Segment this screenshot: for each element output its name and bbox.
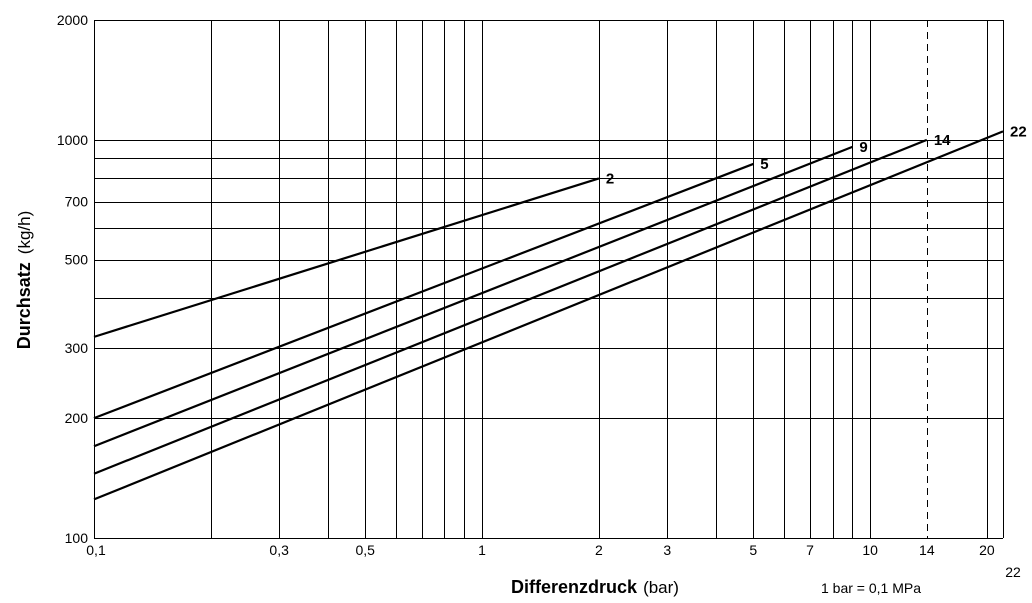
x-tick-label: 20 (979, 542, 995, 558)
series-label-22: 22 (1010, 123, 1027, 140)
grid (94, 20, 1004, 539)
series-label-9: 9 (859, 139, 867, 156)
x-tick-label: 0,5 (356, 542, 376, 558)
series-line-14 (93, 138, 928, 475)
y-tick-labels: 100 200 300 500 700 1000 2000 (57, 12, 88, 546)
series-line-9 (93, 145, 853, 448)
y-tick-label: 200 (65, 410, 89, 426)
y-tick-label: 500 (65, 252, 89, 268)
x-axis-title: Differenzdruck (bar) (511, 577, 679, 597)
x-tick-label: 5 (749, 542, 757, 558)
y-tick-label: 700 (65, 194, 89, 210)
x-tick-label: 14 (919, 542, 935, 558)
series-line-22 (93, 130, 1004, 501)
series-line-5 (93, 162, 754, 420)
x-tick-label: 0,1 (86, 542, 106, 558)
x-tick-label: 7 (806, 542, 814, 558)
x-tick-label: 2 (595, 542, 603, 558)
series-group: 2 5 9 14 22 (93, 123, 1027, 501)
series-label-5: 5 (760, 156, 768, 173)
y-tick-label: 100 (65, 530, 89, 546)
x-tick-label: 3 (663, 542, 671, 558)
unit-note: 1 bar = 0,1 MPa (821, 580, 921, 596)
x-tick-labels: 0,1 0,3 0,5 1 2 3 5 7 10 14 20 22 (86, 542, 1021, 580)
series-label-14: 14 (934, 132, 951, 149)
y-tick-label: 1000 (57, 132, 88, 148)
series-line-2 (93, 177, 600, 338)
x-tick-label: 22 (1005, 564, 1021, 580)
y-tick-label: 300 (65, 340, 89, 356)
x-tick-label: 1 (478, 542, 486, 558)
y-tick-label: 2000 (57, 12, 88, 28)
y-axis-title: Durchsatz(kg/h) (14, 211, 34, 350)
x-tick-label: 0,3 (269, 542, 289, 558)
x-tick-label: 10 (862, 542, 878, 558)
series-label-2: 2 (606, 170, 614, 187)
